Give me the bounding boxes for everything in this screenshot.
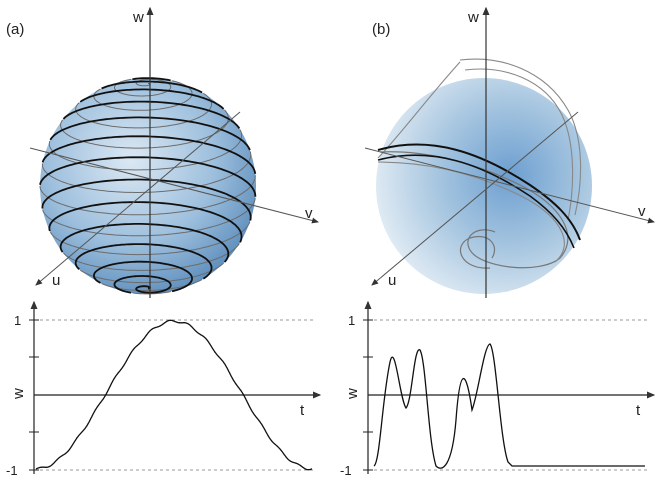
y-label-b: w	[344, 388, 361, 400]
x-label-a: t	[300, 402, 305, 419]
w-axis-label-b: w	[467, 9, 479, 26]
y-bottom-tick-a: -1	[6, 463, 18, 478]
v-axis-b	[364, 147, 655, 224]
v-axis-a	[29, 147, 319, 224]
w-curve-b	[373, 343, 645, 469]
u-axis-b	[371, 111, 579, 286]
panel-a-label: (a)	[6, 21, 24, 38]
trajectory-curve-b	[377, 58, 582, 269]
v-axis-label-b: v	[638, 203, 646, 220]
u-axis-label-a: u	[52, 272, 60, 289]
graph-a: 1 -1 w t	[6, 300, 322, 478]
sphere-b	[376, 78, 592, 294]
y-top-tick-a: 1	[14, 313, 21, 328]
u-axis-a	[35, 111, 241, 286]
y-top-tick-b: 1	[348, 313, 355, 328]
x-label-b: t	[636, 402, 641, 419]
panel-b-sphere: (b) w v u	[364, 6, 655, 298]
panel-b-label: (b)	[372, 21, 390, 38]
y-bottom-tick-b: -1	[340, 463, 352, 478]
w-curve-a	[35, 319, 313, 471]
y-label-a: w	[10, 388, 27, 400]
panel-a-sphere: (a) w v u	[6, 6, 319, 298]
v-axis-label-a: v	[305, 205, 313, 222]
u-axis-label-b: u	[388, 272, 396, 289]
graph-b: 1 -1 w t	[340, 300, 656, 478]
w-axis-label-a: w	[132, 9, 144, 26]
sphere-a	[40, 78, 256, 294]
